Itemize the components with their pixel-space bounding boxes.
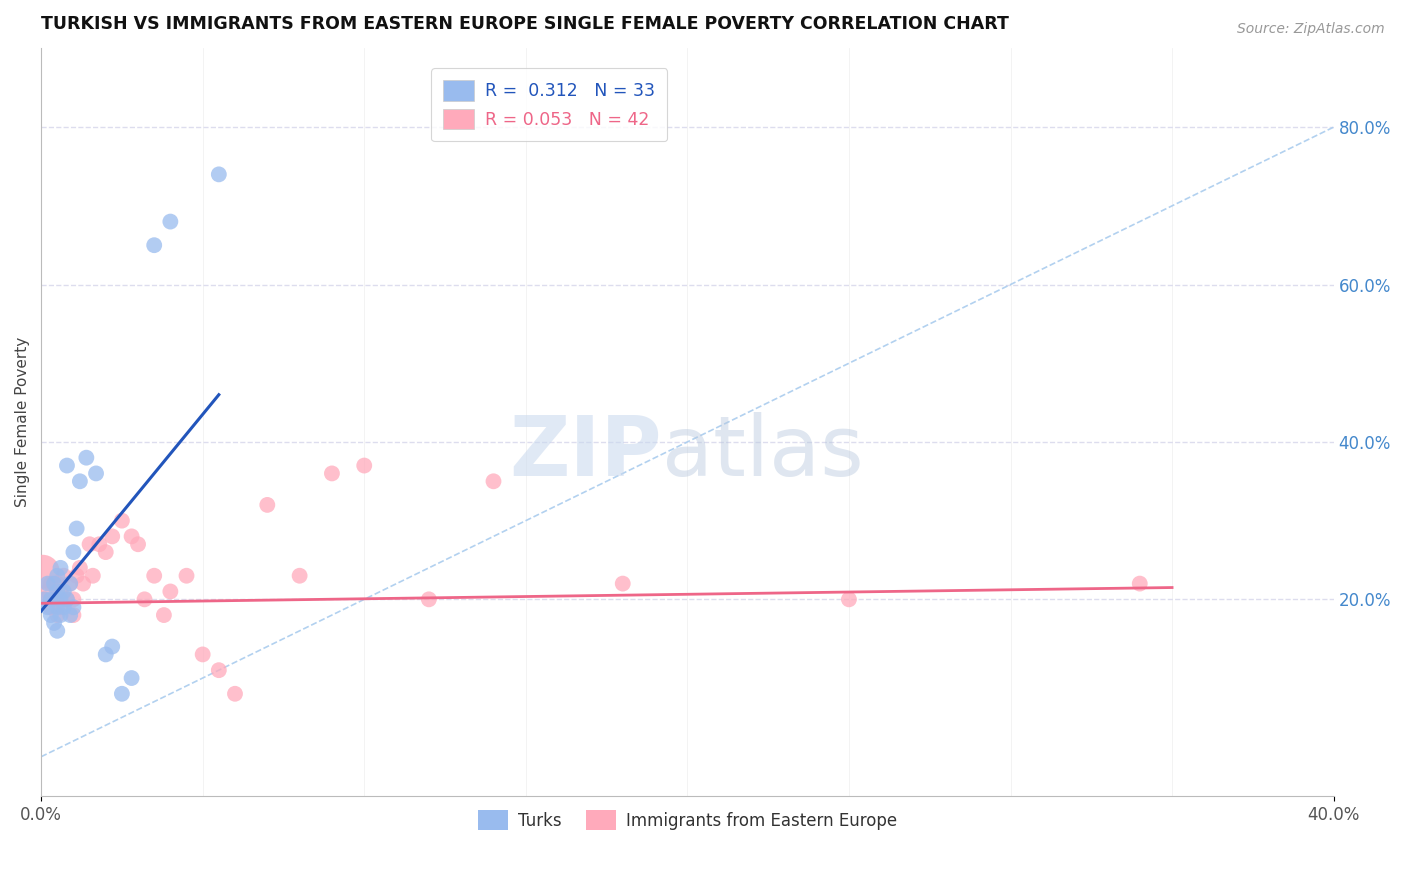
Point [46,624,69,638]
Point [46,600,69,615]
Point [121,529,143,543]
Point [79,537,101,551]
Point [111,514,134,528]
Point [56,592,79,607]
Point [176,568,198,582]
Point [49,600,72,615]
Point [82,568,104,582]
Point [34,592,56,607]
Point [49,592,72,607]
Point [42,615,65,630]
Point [52,584,75,599]
Point [94,545,117,559]
Point [84,467,107,481]
Point [159,584,181,599]
Point [52,568,75,582]
Point [59,576,82,591]
Point [66,568,89,582]
Point [224,687,246,701]
Point [62,608,84,623]
Point [69,561,91,575]
Text: ZIP: ZIP [509,412,662,492]
Point [101,529,124,543]
Point [46,576,69,591]
Point [143,568,166,582]
Point [838,592,860,607]
Text: TURKISH VS IMMIGRANTS FROM EASTERN EUROPE SINGLE FEMALE POVERTY CORRELATION CHAR: TURKISH VS IMMIGRANTS FROM EASTERN EUROP… [41,15,1010,33]
Point [46,584,69,599]
Point [46,608,69,623]
Point [418,592,440,607]
Point [111,687,134,701]
Point [256,498,278,512]
Point [62,600,84,615]
Point [66,522,89,536]
Point [31,565,53,579]
Point [143,238,166,252]
Point [42,592,65,607]
Point [39,592,62,607]
Point [52,600,75,615]
Point [72,576,94,591]
Point [208,663,231,677]
Point [153,608,176,623]
Point [37,584,59,599]
Point [62,545,84,559]
Point [482,475,505,489]
Point [191,648,214,662]
Point [321,467,343,481]
Point [46,568,69,582]
Point [288,568,311,582]
Point [159,214,181,228]
Point [94,648,117,662]
Y-axis label: Single Female Poverty: Single Female Poverty [15,337,30,508]
Point [75,450,97,465]
Point [59,576,82,591]
Point [49,561,72,575]
Point [89,537,111,551]
Point [134,592,156,607]
Point [49,608,72,623]
Point [69,475,91,489]
Point [612,576,634,591]
Point [39,600,62,615]
Legend: Turks, Immigrants from Eastern Europe: Turks, Immigrants from Eastern Europe [471,804,904,837]
Point [353,458,375,473]
Point [62,592,84,607]
Point [42,576,65,591]
Point [56,592,79,607]
Point [101,640,124,654]
Point [1129,576,1152,591]
Point [37,600,59,615]
Text: atlas: atlas [662,412,863,492]
Point [39,608,62,623]
Text: Source: ZipAtlas.com: Source: ZipAtlas.com [1237,22,1385,37]
Point [34,592,56,607]
Point [208,167,231,181]
Point [59,608,82,623]
Point [39,576,62,591]
Point [127,537,149,551]
Point [37,576,59,591]
Point [56,458,79,473]
Point [49,584,72,599]
Point [121,671,143,685]
